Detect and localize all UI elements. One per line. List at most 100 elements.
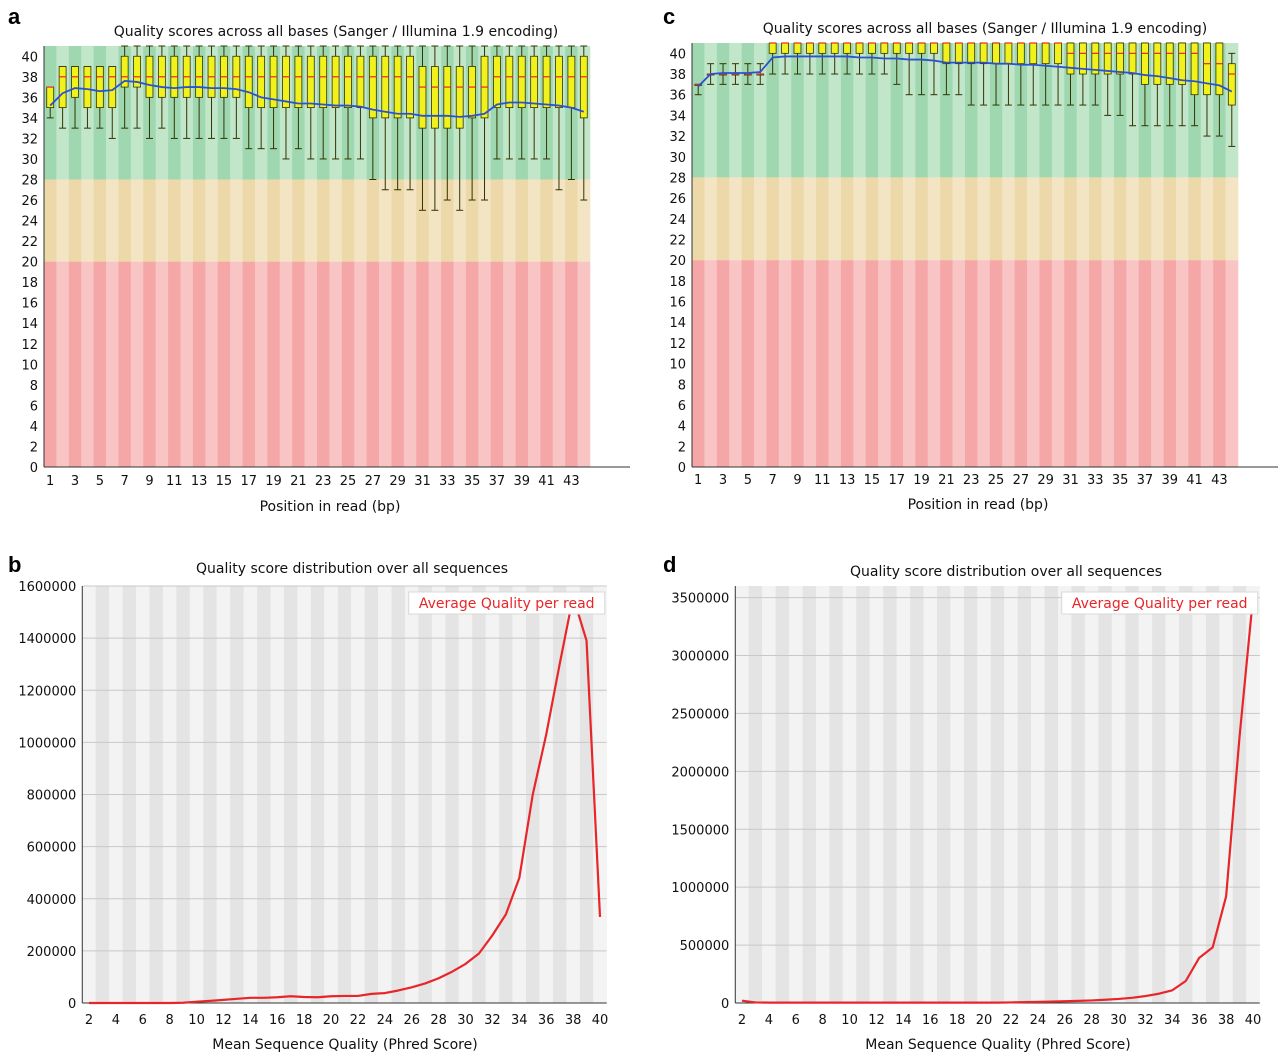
- x-tick-label: 41: [1186, 473, 1203, 488]
- zone-stripe: [1039, 43, 1053, 178]
- y-tick-label: 38: [21, 71, 38, 86]
- zone-stripe: [465, 261, 479, 467]
- x-tick-label: 31: [414, 474, 431, 489]
- box-position-13: [843, 42, 851, 75]
- zone-stripe: [902, 260, 916, 467]
- column-band: [1044, 586, 1059, 1003]
- zone-stripe: [1014, 260, 1028, 467]
- y-tick-label: 2: [30, 440, 38, 455]
- x-tick-label: 21: [938, 473, 955, 488]
- zone-stripe: [754, 177, 767, 261]
- iqr-box: [930, 42, 938, 54]
- y-tick-label: 200000: [27, 945, 77, 960]
- column-band: [910, 586, 924, 1003]
- column-band: [963, 586, 978, 1003]
- x-tick-label: 4: [112, 1013, 120, 1028]
- zone-stripe: [716, 260, 730, 467]
- y-tick-label: 16: [21, 297, 38, 312]
- y-tick-label: 30: [21, 153, 38, 168]
- zone-stripe: [93, 179, 107, 262]
- zone-stripe: [168, 179, 181, 262]
- zone-stripe: [217, 179, 231, 262]
- zone-stripe: [828, 177, 842, 261]
- zone-stripe: [56, 261, 70, 467]
- x-tick-label: 4: [765, 1013, 773, 1028]
- box-position-35: [468, 45, 476, 201]
- iqr-box: [319, 55, 328, 109]
- zone-stripe: [1151, 177, 1164, 261]
- iqr-box: [992, 42, 1000, 65]
- zone-stripe: [354, 179, 367, 262]
- zone-stripe: [515, 179, 529, 262]
- zone-stripe: [143, 179, 156, 262]
- zone-stripe: [341, 179, 355, 262]
- column-band: [990, 586, 1005, 1003]
- y-tick-label: 32: [21, 132, 38, 147]
- zone-stripe: [1188, 177, 1202, 261]
- zone-stripe: [1089, 43, 1102, 178]
- iqr-box: [579, 55, 588, 119]
- y-tick-label: 36: [669, 89, 686, 104]
- zone-stripe: [403, 261, 417, 467]
- iqr-box: [1190, 42, 1199, 96]
- zone-stripe: [503, 179, 516, 262]
- x-tick-label: 17: [888, 473, 905, 488]
- x-tick-label: 18: [949, 1013, 966, 1028]
- zone-stripe: [791, 260, 804, 467]
- x-tick-label: 9: [145, 474, 153, 489]
- iqr-box: [868, 42, 876, 54]
- panel-d-xlabel: Mean Sequence Quality (Phred Score): [865, 1037, 1130, 1053]
- y-tick-label: 1000000: [18, 736, 76, 751]
- column-band: [883, 586, 897, 1003]
- panel-b-linechart: b Quality score distribution over all se…: [8, 552, 608, 1053]
- zone-stripe: [168, 261, 181, 467]
- box-position-43: [1215, 42, 1224, 137]
- x-tick-label: 37: [1137, 473, 1154, 488]
- zone-stripe: [927, 43, 941, 178]
- box-position-40: [530, 45, 539, 160]
- column-band: [950, 586, 964, 1003]
- iqr-box: [58, 66, 67, 109]
- x-tick-label: 41: [538, 474, 555, 489]
- box-position-44: [1227, 52, 1236, 147]
- zone-stripe: [803, 177, 817, 261]
- box-position-27: [1016, 42, 1025, 106]
- iqr-box: [892, 42, 901, 54]
- iqr-box: [917, 42, 926, 54]
- column-band: [1138, 586, 1153, 1003]
- zone-stripe: [403, 179, 417, 262]
- x-tick-label: 37: [489, 474, 506, 489]
- y-tick-label: 8: [30, 379, 38, 394]
- iqr-box: [1054, 42, 1062, 65]
- y-tick-label: 34: [669, 109, 686, 124]
- iqr-box: [257, 55, 266, 109]
- panel-d-linechart: d Quality score distribution over all se…: [663, 552, 1261, 1053]
- zone-stripe: [965, 177, 978, 261]
- iqr-box: [71, 66, 79, 98]
- zone-stripe: [1039, 177, 1053, 261]
- y-tick-label: 8: [678, 378, 686, 393]
- box-position-17: [892, 42, 901, 85]
- zone-stripe: [977, 260, 991, 467]
- box-position-12: [830, 42, 839, 75]
- mean-quality-line: [697, 55, 1233, 93]
- iqr-box: [542, 55, 551, 109]
- iqr-box: [356, 55, 365, 109]
- zone-stripe: [106, 261, 119, 467]
- zone-stripe: [692, 43, 705, 178]
- x-tick-label: 14: [242, 1013, 259, 1028]
- x-tick-label: 33: [1087, 473, 1104, 488]
- box-position-13: [195, 45, 203, 139]
- zone-stripe: [1200, 260, 1214, 467]
- zone-stripe: [130, 179, 144, 262]
- zone-stripe: [940, 43, 953, 178]
- column-band: [936, 586, 951, 1003]
- zone-stripe: [44, 179, 57, 262]
- zone-stripe: [379, 261, 392, 467]
- x-tick-label: 29: [1037, 473, 1054, 488]
- zone-stripe: [279, 179, 293, 262]
- iqr-box: [294, 55, 303, 109]
- panel-letter-c: c: [663, 4, 675, 29]
- column-band: [923, 586, 937, 1003]
- iqr-box: [905, 42, 914, 54]
